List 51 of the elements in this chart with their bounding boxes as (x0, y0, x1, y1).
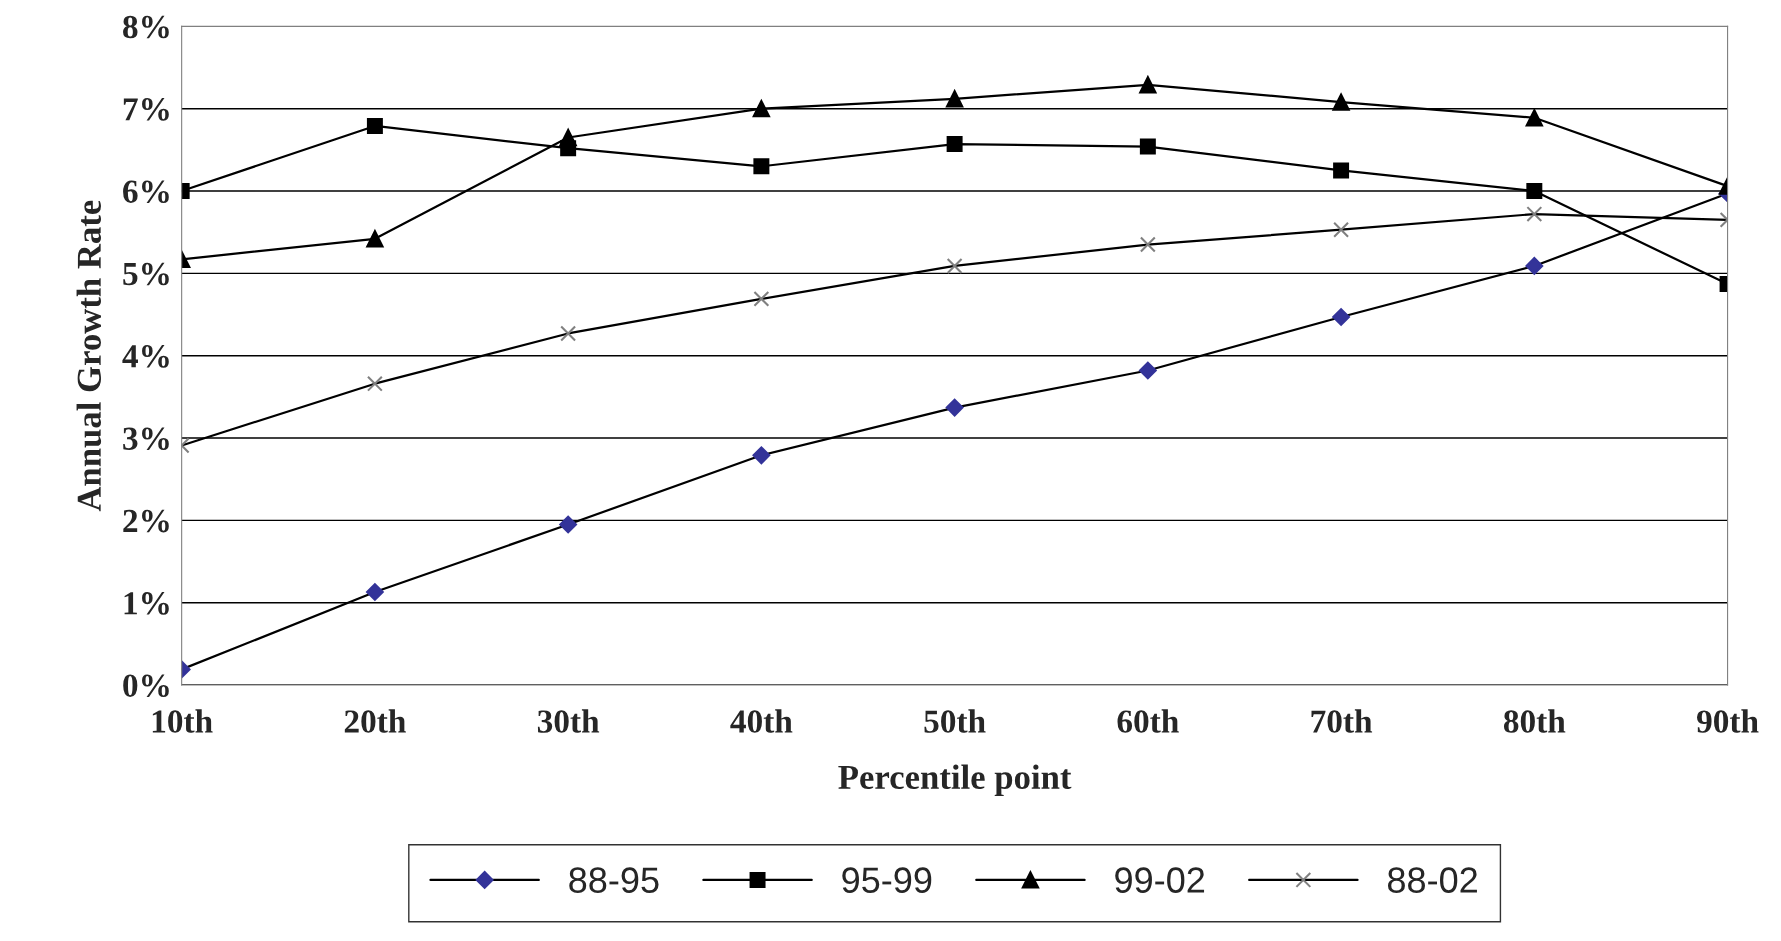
y-tick-label: 1% (124, 592, 169, 615)
y-axis-title: Annual Growth Rate (76, 200, 102, 512)
point (945, 398, 964, 417)
point (752, 100, 771, 118)
legend-label: 95-99 (842, 867, 932, 893)
point (1139, 76, 1157, 94)
y-tick-label: 7% (123, 98, 169, 121)
y-tick-label: 8% (123, 15, 169, 39)
point (1138, 361, 1157, 380)
point (1526, 183, 1543, 200)
x-tick-label: 90th (1697, 709, 1759, 733)
point (1332, 308, 1350, 326)
y-tick-label: 0% (123, 674, 169, 698)
point (1139, 138, 1156, 155)
x-tick-label: 50th (924, 709, 986, 733)
legend-label: 88-02 (1387, 867, 1477, 893)
point (1333, 221, 1350, 238)
point (366, 117, 383, 134)
point (366, 375, 383, 392)
point (366, 230, 384, 248)
point (559, 128, 577, 147)
y-tick-label: 3% (123, 427, 169, 451)
point (945, 90, 964, 108)
point (1526, 206, 1543, 223)
point (1332, 93, 1350, 111)
point (559, 515, 578, 534)
point (1525, 257, 1544, 275)
point (1525, 109, 1544, 127)
point (753, 290, 770, 307)
point (753, 158, 770, 175)
legend-label: 88-95 (569, 867, 659, 893)
y-tick-label: 4% (122, 345, 169, 368)
y-tick-label: 2% (123, 509, 169, 533)
legend-label: 99-02 (1115, 867, 1205, 893)
y-tick-label: 5% (123, 262, 169, 286)
x-tick-label: 20th (344, 709, 406, 733)
x-tick-label: 70th (1311, 709, 1373, 733)
point (752, 446, 771, 465)
x-tick-label: 60th (1117, 709, 1179, 733)
point (1333, 162, 1350, 179)
point (1139, 236, 1156, 253)
point (560, 325, 577, 342)
x-tick-label: 80th (1503, 709, 1566, 733)
point (366, 583, 384, 601)
x-tick-label: 40th (730, 709, 793, 733)
x-tick-label: 30th (537, 709, 600, 733)
point (946, 257, 963, 274)
x-axis-title: Percentile point (838, 764, 1072, 797)
point (946, 136, 963, 153)
x-tick-label: 10th (152, 709, 213, 733)
y-tick-label: 6% (123, 180, 169, 204)
